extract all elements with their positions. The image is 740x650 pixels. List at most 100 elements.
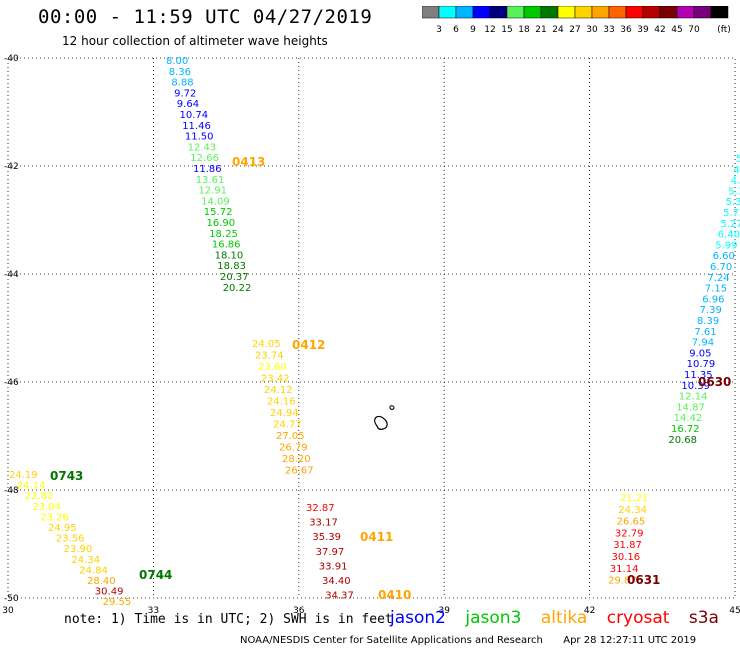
wave-height-label: 35.39: [312, 532, 341, 543]
pass-time-label: 0743: [50, 469, 83, 483]
lat-tick-label: -40: [4, 54, 19, 64]
legend-unit: (ft): [717, 25, 731, 35]
wave-height-label: 4.: [733, 165, 740, 176]
map-frame: [7, 57, 736, 599]
wave-height-label: 20.22: [223, 283, 252, 294]
wave-height-label: 11.86: [193, 164, 222, 175]
wave-height-label: 20.37: [220, 272, 249, 283]
wave-height-label: 8.36: [169, 67, 191, 78]
wave-height-label: 7.61: [694, 327, 716, 338]
wave-height-label: 13.61: [196, 175, 225, 186]
wave-height-label: 24.77: [273, 420, 302, 431]
wave-height-label: 26.79: [279, 443, 308, 454]
wave-height-label: 29.87: [608, 576, 637, 587]
wave-height-label: 10.39: [681, 381, 710, 392]
wave-height-label: 30.16: [612, 552, 641, 563]
satellite-legend: jason2 jason3 altika cryosat s3a: [390, 608, 733, 628]
track-0412: 24.0523.7423.6023.4224.1224.1624.9424.77…: [252, 338, 325, 477]
wave-height-label: 29.55: [103, 597, 132, 608]
wave-height-label: 14.42: [674, 413, 703, 424]
legend-label: 12: [484, 25, 495, 35]
wave-height-label: 5.99: [715, 240, 737, 251]
wave-height-label: 12.43: [188, 142, 217, 153]
credit-line: NOAA/NESDIS Center for Satellite Applica…: [240, 635, 696, 646]
wave-height-label: 30.49: [95, 587, 124, 598]
sat-label-s3a: s3a: [688, 608, 719, 628]
track-0743: 24.1924.1422.8223.0423.2624.9523.5623.90…: [9, 469, 131, 608]
sat-label-altika: altika: [540, 608, 588, 628]
wave-height-label: 24.05: [252, 339, 281, 350]
wave-height-label: 23.90: [64, 544, 93, 555]
wave-height-label: 14.09: [201, 196, 230, 207]
wave-height-label: 12.91: [198, 186, 227, 197]
page-subtitle: 12 hour collection of altimeter wave hei…: [62, 34, 328, 48]
pass-time-label: 0411: [360, 530, 393, 544]
legend-label: 6: [453, 25, 459, 35]
pass-time-label: 0631: [627, 573, 660, 587]
legend-label: 9: [470, 25, 476, 35]
pass-time-label: 0413: [232, 155, 265, 169]
wave-height-label: 8.00: [166, 56, 188, 67]
lat-tick-label: -46: [4, 378, 19, 388]
wave-height-label: 18.83: [217, 261, 246, 272]
wave-height-label: 24.84: [79, 565, 108, 576]
wave-height-label: 7.24: [707, 273, 729, 284]
lon-tick-label: 30: [2, 606, 14, 616]
wave-height-label: 15.72: [204, 207, 233, 218]
wave-height-label: 12.14: [679, 392, 708, 403]
legend-label: 18: [518, 25, 530, 35]
lon-tick-label: 45: [729, 606, 740, 616]
pass-time-label: 0410: [378, 588, 411, 602]
lat-tick-label: -50: [4, 594, 19, 604]
wave-height-label: 26.65: [617, 517, 646, 528]
lat-tick-label: -42: [4, 162, 19, 172]
lon-tick-label: 33: [148, 606, 159, 616]
wave-height-label: 21.21: [620, 493, 649, 504]
wave-height-label: 26.67: [285, 466, 314, 477]
wave-height-label: 4.: [731, 176, 740, 187]
legend-label: 24: [552, 25, 564, 35]
lon-tick-label: 39: [438, 606, 450, 616]
wave-height-label: 32.87: [306, 503, 335, 514]
wave-height-label: 5.27: [720, 219, 740, 230]
wave-height-label: 33.17: [309, 518, 338, 529]
wave-height-label: 7.15: [705, 284, 727, 295]
legend-label: 33: [603, 25, 614, 35]
wave-height-label: 7.94: [692, 338, 714, 349]
wave-height-label: 5.: [736, 154, 740, 165]
wave-height-label: 5.73: [723, 208, 740, 219]
wave-height-label: 18.25: [209, 229, 238, 240]
sat-label-jason2: jason2: [390, 608, 446, 628]
legend-label: 27: [569, 25, 580, 35]
wave-height-label: 27.05: [276, 431, 305, 442]
lon-tick-label: 42: [584, 606, 595, 616]
wave-height-label: 23.74: [255, 351, 284, 362]
legend-label: 21: [535, 25, 546, 35]
wave-height-label: 9.72: [174, 88, 196, 99]
pass-time-label: 0630: [698, 375, 731, 389]
lon-tick-label: 36: [293, 606, 305, 616]
legend-label: 42: [654, 25, 665, 35]
legend-label: 39: [637, 25, 649, 35]
footer-note: note: 1) Time is in UTC; 2) SWH is in fe…: [64, 612, 393, 627]
wave-height-label: 37.97: [316, 547, 345, 558]
pass-time-label: 0744: [139, 568, 172, 582]
legend-label: 15: [501, 25, 512, 35]
wave-height-label: 10.74: [180, 110, 209, 121]
wave-height-label: 6.96: [702, 294, 724, 305]
wave-height-label: 34.40: [322, 576, 351, 587]
wave-height-label: 8.39: [697, 316, 719, 327]
wave-height-label: 20.68: [668, 435, 697, 446]
wave-height-label: 22.82: [25, 491, 54, 502]
wave-height-label: 24.34: [618, 505, 647, 516]
wave-height-label: 33.91: [319, 561, 348, 572]
wave-height-label: 18.10: [215, 250, 244, 261]
page-title: 00:00 - 11:59 UTC 04/27/2019: [38, 6, 373, 28]
wave-height-label: 12.66: [190, 153, 219, 164]
sat-label-cryosat: cryosat: [606, 608, 670, 628]
wave-height-label: 31.87: [613, 540, 642, 551]
wave-height-label: 23.60: [258, 362, 287, 373]
wave-height-label: 24.19: [9, 470, 38, 481]
wave-height-label: 9.64: [177, 99, 199, 110]
